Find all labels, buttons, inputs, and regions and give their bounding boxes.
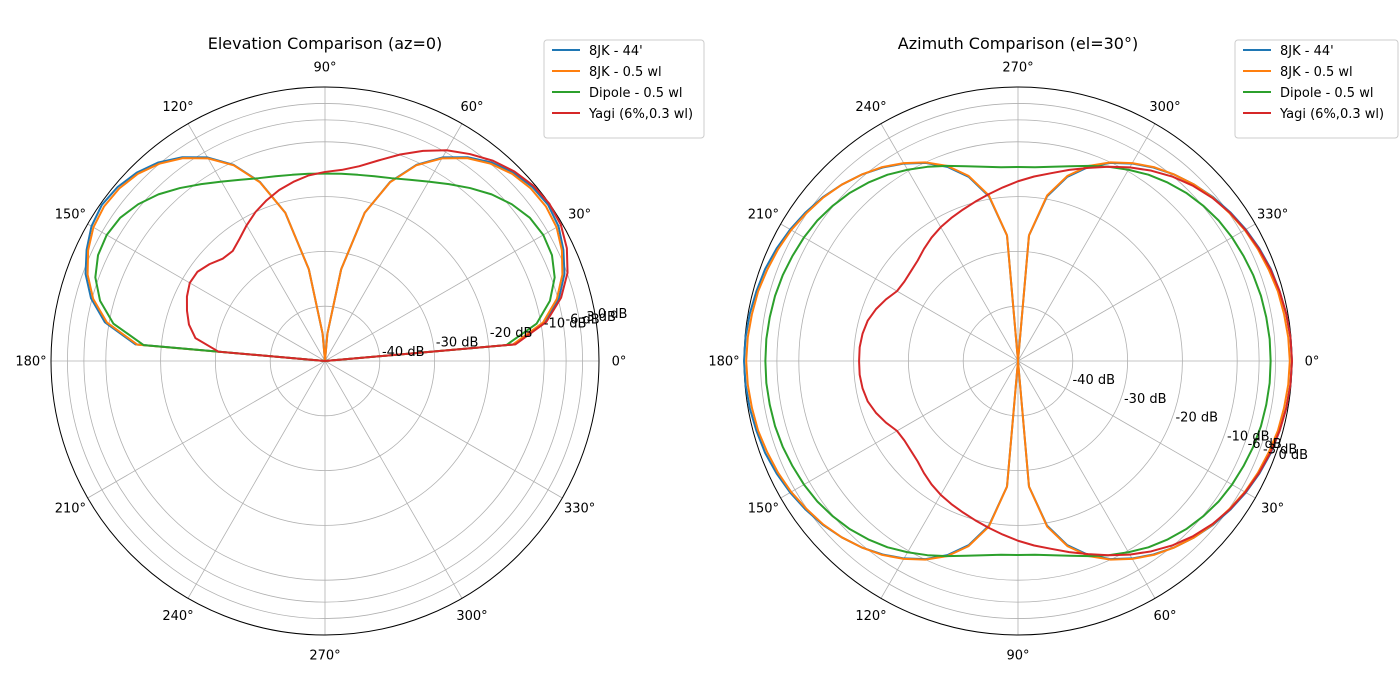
series-line [764, 164, 1272, 558]
radius-tick-label: -6 dB [565, 313, 599, 328]
azimuth-polar-chart: Azimuth Comparison (el=30°) 0° 30° 60° 90° 1… [708, 34, 1399, 664]
angular-grid-line [1017, 123, 1156, 362]
radius-tick-labels: -40 dB -30 dB -20 dB -10 dB-6 dB-3 dB0 dB [1072, 373, 1308, 463]
radius-tick-label: -20 dB [490, 326, 533, 341]
angle-tick-label: 330° [1257, 208, 1288, 223]
angular-grid [51, 87, 599, 635]
legend-frame [543, 39, 705, 139]
angular-grid-line [187, 123, 326, 362]
legend-label: Dipole - 0.5 wl [1280, 86, 1373, 101]
legend-label: 8JK - 0.5 wl [589, 65, 662, 80]
radius-tick-label: -30 dB [436, 335, 479, 350]
series-lines [84, 149, 569, 362]
angle-tick-labels: 0° 30° 60° 90° 120° 150° 180° 210° 240° 270° 300° 3… [708, 61, 1319, 664]
radius-tick-label: -6 dB [1248, 437, 1282, 452]
legend-label: 8JK - 44' [1280, 44, 1334, 59]
elevation-polar-chart: Elevation Comparison (az=0) 0° 30° 60° 90° 1… [15, 34, 705, 664]
polar-frame [50, 86, 600, 636]
radius-tick-label: 0 dB [1278, 448, 1308, 463]
series-line [745, 161, 1291, 561]
angle-tick-label: 0° [1305, 355, 1320, 370]
chart-title: Elevation Comparison (az=0) [208, 34, 443, 53]
angle-tick-label: 270° [1002, 61, 1033, 76]
radius-tick-labels: -40 dB -30 dB -20 dB -10 dB-6 dB-3 dB0 dB [382, 307, 627, 360]
angular-grid-line [187, 360, 326, 599]
angle-tick-label: 150° [748, 502, 779, 517]
angle-tick-label: 300° [456, 609, 487, 624]
angular-grid-line [1017, 223, 1256, 362]
angle-tick-label: 210° [55, 502, 86, 517]
radius-tick-label: -10 dB [544, 316, 587, 331]
angle-tick-label: 0° [612, 355, 627, 370]
chart-title: Azimuth Comparison (el=30°) [898, 34, 1138, 53]
radius-tick-label: -3 dB [1263, 443, 1297, 458]
angle-tick-label: 90° [313, 61, 336, 76]
angular-grid-line [324, 123, 463, 362]
legend-label: Yagi (6%,0.3 wl) [588, 107, 693, 122]
angular-grid-line [87, 360, 326, 499]
series-line [185, 149, 569, 362]
angle-tick-label: 240° [855, 100, 886, 115]
radius-tick-label: -40 dB [382, 345, 425, 360]
series-line [94, 172, 556, 362]
angle-tick-label: 210° [748, 208, 779, 223]
legend-label: Yagi (6%,0.3 wl) [1279, 107, 1384, 122]
angle-tick-label: 120° [162, 100, 193, 115]
polar-outline [50, 86, 600, 636]
angle-tick-label: 180° [15, 355, 46, 370]
angle-tick-label: 30° [568, 208, 591, 223]
legend-label: Dipole - 0.5 wl [589, 86, 682, 101]
angle-tick-label: 60° [460, 100, 483, 115]
legend-label: 8JK - 44' [589, 44, 643, 59]
radius-tick-label: -10 dB [1227, 429, 1270, 444]
angular-grid-line [324, 360, 563, 499]
legend: 8JK - 44' 8JK - 0.5 wl Dipole - 0.5 wl Yagi… [1234, 39, 1399, 139]
series-lines [743, 161, 1293, 561]
angle-tick-label: 90° [1006, 649, 1029, 664]
angle-tick-label: 60° [1153, 609, 1176, 624]
radius-tick-label: -30 dB [1124, 392, 1167, 407]
angle-tick-labels: 0° 30° 60° 90° 120° 150° 180° 210° 240° 270° 300° 3… [15, 61, 626, 664]
angle-tick-label: 270° [309, 649, 340, 664]
angle-tick-label: 180° [708, 355, 739, 370]
angular-grid-line [780, 360, 1019, 499]
legend-frame [1234, 39, 1399, 139]
angular-grid-line [880, 360, 1019, 599]
angular-grid-line [87, 223, 326, 362]
series-line [858, 165, 1293, 557]
angular-grid-line [1017, 360, 1256, 499]
angle-tick-label: 30° [1261, 502, 1284, 517]
angular-grid-line [880, 123, 1019, 362]
legend: 8JK - 44' 8JK - 0.5 wl Dipole - 0.5 wl Yagi… [543, 39, 705, 139]
radius-tick-label: -40 dB [1072, 373, 1115, 388]
angle-tick-label: 330° [564, 502, 595, 517]
radius-tick-label: -3 dB [582, 310, 616, 325]
angle-tick-label: 240° [162, 609, 193, 624]
angular-grid-line [324, 223, 563, 362]
angle-tick-label: 150° [55, 208, 86, 223]
angle-tick-label: 120° [855, 609, 886, 624]
radius-tick-label: 0 dB [598, 307, 628, 322]
radius-tick-label: -20 dB [1175, 411, 1218, 426]
angular-grid-line [324, 360, 463, 599]
legend-label: 8JK - 0.5 wl [1280, 65, 1353, 80]
angle-tick-label: 300° [1149, 100, 1180, 115]
angular-grid-line [780, 223, 1019, 362]
